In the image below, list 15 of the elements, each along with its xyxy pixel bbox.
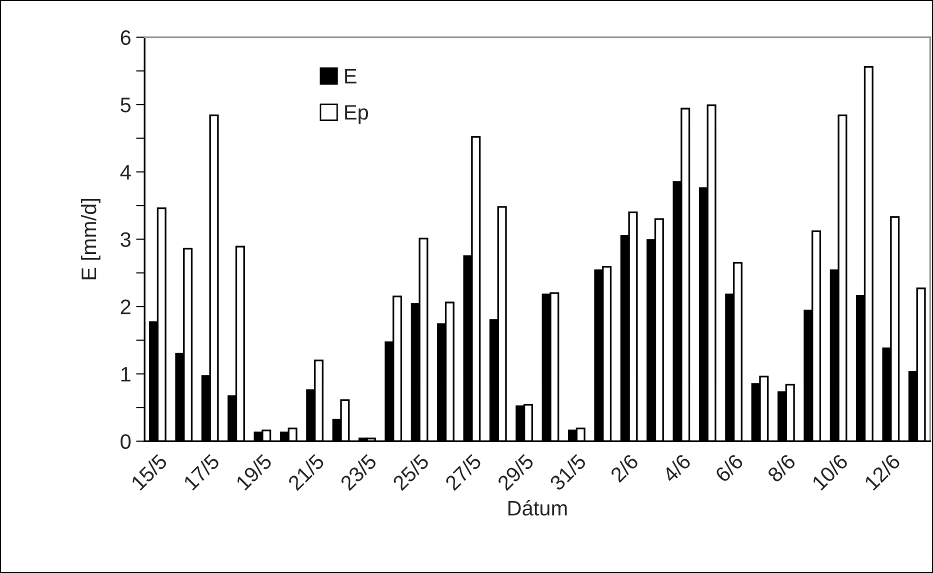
x-tick-label: 8/6: [766, 452, 796, 483]
y-tick-label: 5: [120, 98, 131, 112]
y-tick-label: 3: [120, 232, 131, 247]
y-tick-label: 2: [120, 300, 130, 314]
legend-label: E: [345, 68, 356, 84]
y-tick-label: 6: [120, 30, 131, 45]
x-tick-label: 4/6: [661, 452, 692, 484]
x-tick-label: 6/6: [714, 452, 744, 483]
y-tick-label: 4: [120, 165, 131, 180]
y-tick-label: 0: [120, 434, 131, 449]
y-tick-label: 1: [121, 367, 130, 382]
x-tick-label: 2/6: [609, 452, 640, 483]
x-axis-title: Dátum: [508, 500, 567, 516]
y-axis-title: E [mm/d]: [80, 199, 100, 280]
legend-label: Ep: [345, 105, 368, 124]
